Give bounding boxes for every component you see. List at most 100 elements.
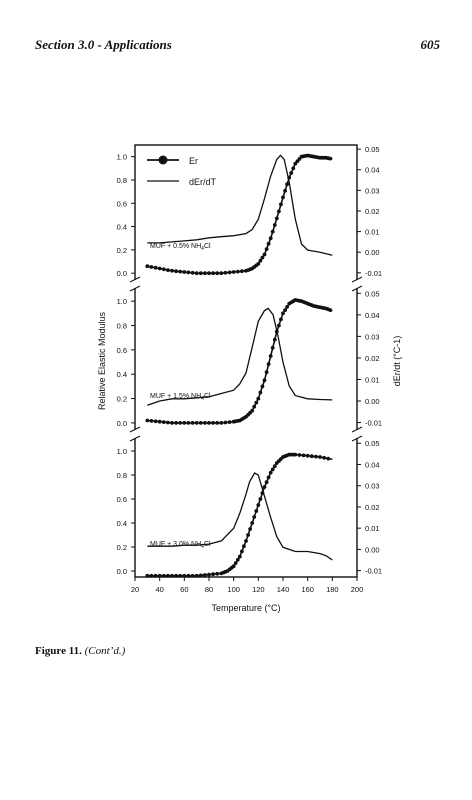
axis-break-gap xyxy=(354,430,360,438)
er-point xyxy=(268,354,273,358)
x-tick-label: 140 xyxy=(277,585,290,594)
y-tick-label: 0.0 xyxy=(117,269,127,278)
er-point xyxy=(258,497,263,501)
axis-break-mark xyxy=(129,285,141,292)
er-point xyxy=(161,420,166,424)
er-point xyxy=(256,396,261,401)
er-point xyxy=(182,421,187,425)
er-point xyxy=(149,573,154,578)
er-point xyxy=(161,267,166,272)
y2-tick-label: 0.03 xyxy=(365,332,380,341)
caption-text: (Cont’d.) xyxy=(84,645,126,657)
er-point xyxy=(153,265,158,270)
y-tick-label: 0.2 xyxy=(117,543,127,552)
y-tick-label: 0.6 xyxy=(117,346,127,355)
er-point xyxy=(258,390,263,395)
er-point xyxy=(178,269,183,274)
er-point xyxy=(198,271,203,276)
axis-break-mark xyxy=(351,435,363,442)
er-point xyxy=(157,266,162,271)
er-point xyxy=(262,485,267,489)
axis-break-mark xyxy=(129,276,141,283)
er-point xyxy=(161,573,166,578)
series-line-derdt xyxy=(147,307,333,406)
er-point xyxy=(256,262,261,266)
er-point xyxy=(223,420,228,425)
er-point xyxy=(285,305,289,309)
axis-break-mark xyxy=(351,426,363,433)
y2-tick-label: 0.02 xyxy=(365,354,380,363)
axis-break-mark xyxy=(351,285,363,292)
y2-tick-label: 0.03 xyxy=(365,482,380,491)
er-point xyxy=(279,202,283,207)
er-point xyxy=(270,229,275,234)
y2-tick-label: 0.04 xyxy=(365,166,380,175)
y2-tick-label: -0.01 xyxy=(365,419,382,428)
legend-der-label: dEr/dT xyxy=(189,177,217,187)
legend-er-marker xyxy=(158,155,168,165)
er-point xyxy=(194,271,199,276)
er-point xyxy=(297,453,302,457)
x-axis-label: Temperature (°C) xyxy=(211,603,280,613)
y-tick-label: 0.6 xyxy=(117,495,127,504)
er-point xyxy=(219,271,224,276)
er-point xyxy=(328,156,333,161)
er-point xyxy=(266,241,271,246)
figure-caption: Figure 11. (Cont’d.) xyxy=(35,645,125,657)
er-point xyxy=(231,270,236,274)
page-number: 605 xyxy=(420,37,441,52)
er-point xyxy=(252,404,257,409)
er-point xyxy=(198,573,203,578)
er-point xyxy=(254,400,259,405)
er-point xyxy=(203,271,207,276)
panel-1: 0.0 0.2 0.4 0.6 0.8 1.0 -0.01 0.00 0.01 0.02 0.03 0… xyxy=(117,145,383,278)
panel-label: MUF + 3.0% NH4Cl xyxy=(150,541,211,550)
y2-axis-label: dEr/dt (°C-1) xyxy=(392,336,402,387)
er-point xyxy=(178,421,183,425)
y2-tick-label: 0.01 xyxy=(365,228,380,237)
x-tick-label: 200 xyxy=(351,585,364,594)
er-point xyxy=(203,573,207,577)
er-point xyxy=(274,216,279,221)
y2-tick-label: 0.00 xyxy=(365,248,380,257)
er-point xyxy=(166,420,170,425)
er-point xyxy=(170,268,174,273)
er-point xyxy=(170,421,174,425)
er-point xyxy=(190,573,195,578)
er-point xyxy=(227,270,232,275)
x-tick-label: 180 xyxy=(326,585,339,594)
er-point xyxy=(240,549,244,554)
caption-label: Figure 11. xyxy=(35,645,82,657)
er-point xyxy=(190,270,195,275)
er-point xyxy=(194,573,199,578)
y-tick-label: 1.0 xyxy=(117,297,127,306)
er-point xyxy=(264,370,269,375)
er-point xyxy=(268,470,273,475)
er-point xyxy=(264,247,269,252)
er-point xyxy=(279,317,283,322)
er-point xyxy=(207,421,211,425)
er-point xyxy=(318,455,322,459)
er-point xyxy=(285,182,289,187)
er-point xyxy=(281,195,285,200)
y2-tick-label: 0.05 xyxy=(365,289,380,298)
er-point xyxy=(305,453,310,458)
er-point xyxy=(266,475,271,480)
er-point xyxy=(235,557,240,562)
y2-tick-label: 0.05 xyxy=(365,439,380,448)
er-point xyxy=(219,421,224,425)
er-point xyxy=(281,311,285,316)
y-tick-label: 0.8 xyxy=(117,176,127,185)
er-point xyxy=(240,269,244,274)
er-point xyxy=(235,269,240,274)
x-tick-label: 60 xyxy=(180,585,188,594)
er-point xyxy=(260,384,265,389)
series-line-derdt xyxy=(147,472,333,561)
er-point xyxy=(153,573,158,578)
er-point xyxy=(182,270,187,274)
y2-tick-label: 0.00 xyxy=(365,397,380,406)
y-tick-label: 0.6 xyxy=(117,199,127,208)
er-point xyxy=(207,572,211,577)
er-point xyxy=(244,539,248,543)
